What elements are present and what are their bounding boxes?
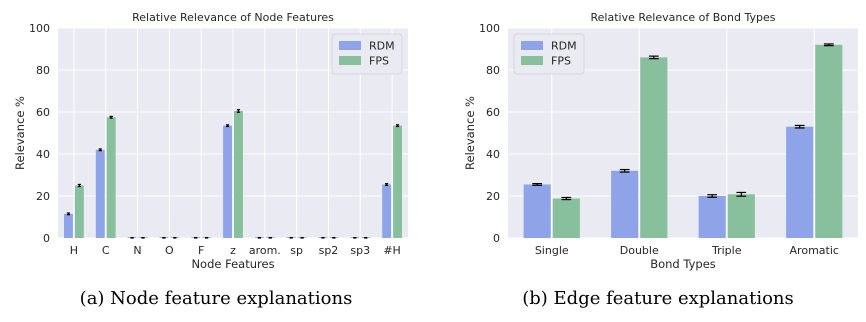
- legend: RDM FPS: [331, 33, 403, 75]
- x-tick-label: sp3: [350, 244, 370, 257]
- legend-label-fps: FPS: [551, 55, 571, 68]
- y-tick-label: 40: [36, 148, 50, 161]
- x-tick-label: z: [230, 244, 236, 257]
- x-tick-label: Single: [535, 244, 569, 257]
- x-tick-label: H: [70, 244, 78, 257]
- y-tick-label: 20: [486, 190, 500, 203]
- bar-fps-h: [74, 185, 84, 238]
- legend-swatch-rdm: [521, 41, 543, 50]
- legend-swatch-fps: [521, 56, 543, 65]
- caption-b: (b) Edge feature explanations: [522, 288, 794, 309]
- legend-swatch-rdm: [339, 41, 361, 50]
- y-tick-label: 80: [36, 64, 50, 77]
- legend: RDM FPS: [513, 33, 585, 75]
- y-tick-label: 0: [43, 232, 50, 245]
- bar-fps-z: [234, 110, 243, 238]
- x-tick-label: Double: [620, 244, 659, 257]
- x-tick-label: F: [198, 244, 204, 257]
- x-tick-label: sp2: [319, 244, 339, 257]
- x-axis-label: Bond Types: [650, 257, 716, 271]
- y-tick-label: 0: [493, 232, 500, 245]
- bar-fps-single: [552, 198, 580, 238]
- y-tick-label: 20: [36, 190, 50, 203]
- y-tick-label: 60: [36, 106, 50, 119]
- bar-rdm-double: [611, 170, 639, 238]
- chart-title: Relative Relevance of Node Features: [132, 11, 334, 24]
- y-tick-label: 100: [479, 22, 500, 35]
- y-axis-label: Relevance %: [13, 96, 27, 170]
- bar-fps-h: [393, 125, 402, 238]
- bar-fps-c: [106, 117, 116, 238]
- x-tick-label: #H: [383, 244, 401, 257]
- caption-a: (a) Node feature explanations: [80, 288, 353, 309]
- legend-label-rdm: RDM: [369, 40, 395, 53]
- legend-label-rdm: RDM: [551, 40, 577, 53]
- x-tick-label: N: [133, 244, 141, 257]
- bar-rdm-h: [64, 213, 73, 238]
- legend-label-fps: FPS: [369, 55, 389, 68]
- y-axis-label: Relevance %: [463, 96, 477, 170]
- y-tick-label: 100: [29, 22, 50, 35]
- bond-types-chart: 0 20 40 60 80 100 Single Double Triple Aromatic Re…: [463, 11, 858, 271]
- bar-fps-aromatic: [815, 44, 843, 238]
- x-axis-label: Node Features: [191, 257, 274, 271]
- y-tick-label: 60: [486, 106, 500, 119]
- x-tick-label: sp: [290, 244, 303, 257]
- bar-rdm-z: [223, 125, 232, 238]
- bar-fps-double: [640, 57, 668, 239]
- x-tick-label: arom.: [249, 244, 281, 257]
- y-tick-label: 40: [486, 148, 500, 161]
- bar-rdm-single: [523, 184, 551, 238]
- bar-fps-triple: [727, 194, 755, 238]
- y-tick-label: 80: [486, 64, 500, 77]
- x-tick-label: O: [165, 244, 174, 257]
- bar-rdm-h: [382, 184, 392, 238]
- bar-rdm-aromatic: [786, 126, 814, 238]
- x-tick-label: Triple: [711, 244, 742, 257]
- bar-rdm-triple: [698, 196, 726, 238]
- x-tick-label: C: [102, 244, 110, 257]
- legend-swatch-fps: [339, 56, 361, 65]
- bar-rdm-c: [95, 149, 105, 238]
- chart-title: Relative Relevance of Bond Types: [591, 11, 776, 24]
- x-tick-label: Aromatic: [790, 244, 839, 257]
